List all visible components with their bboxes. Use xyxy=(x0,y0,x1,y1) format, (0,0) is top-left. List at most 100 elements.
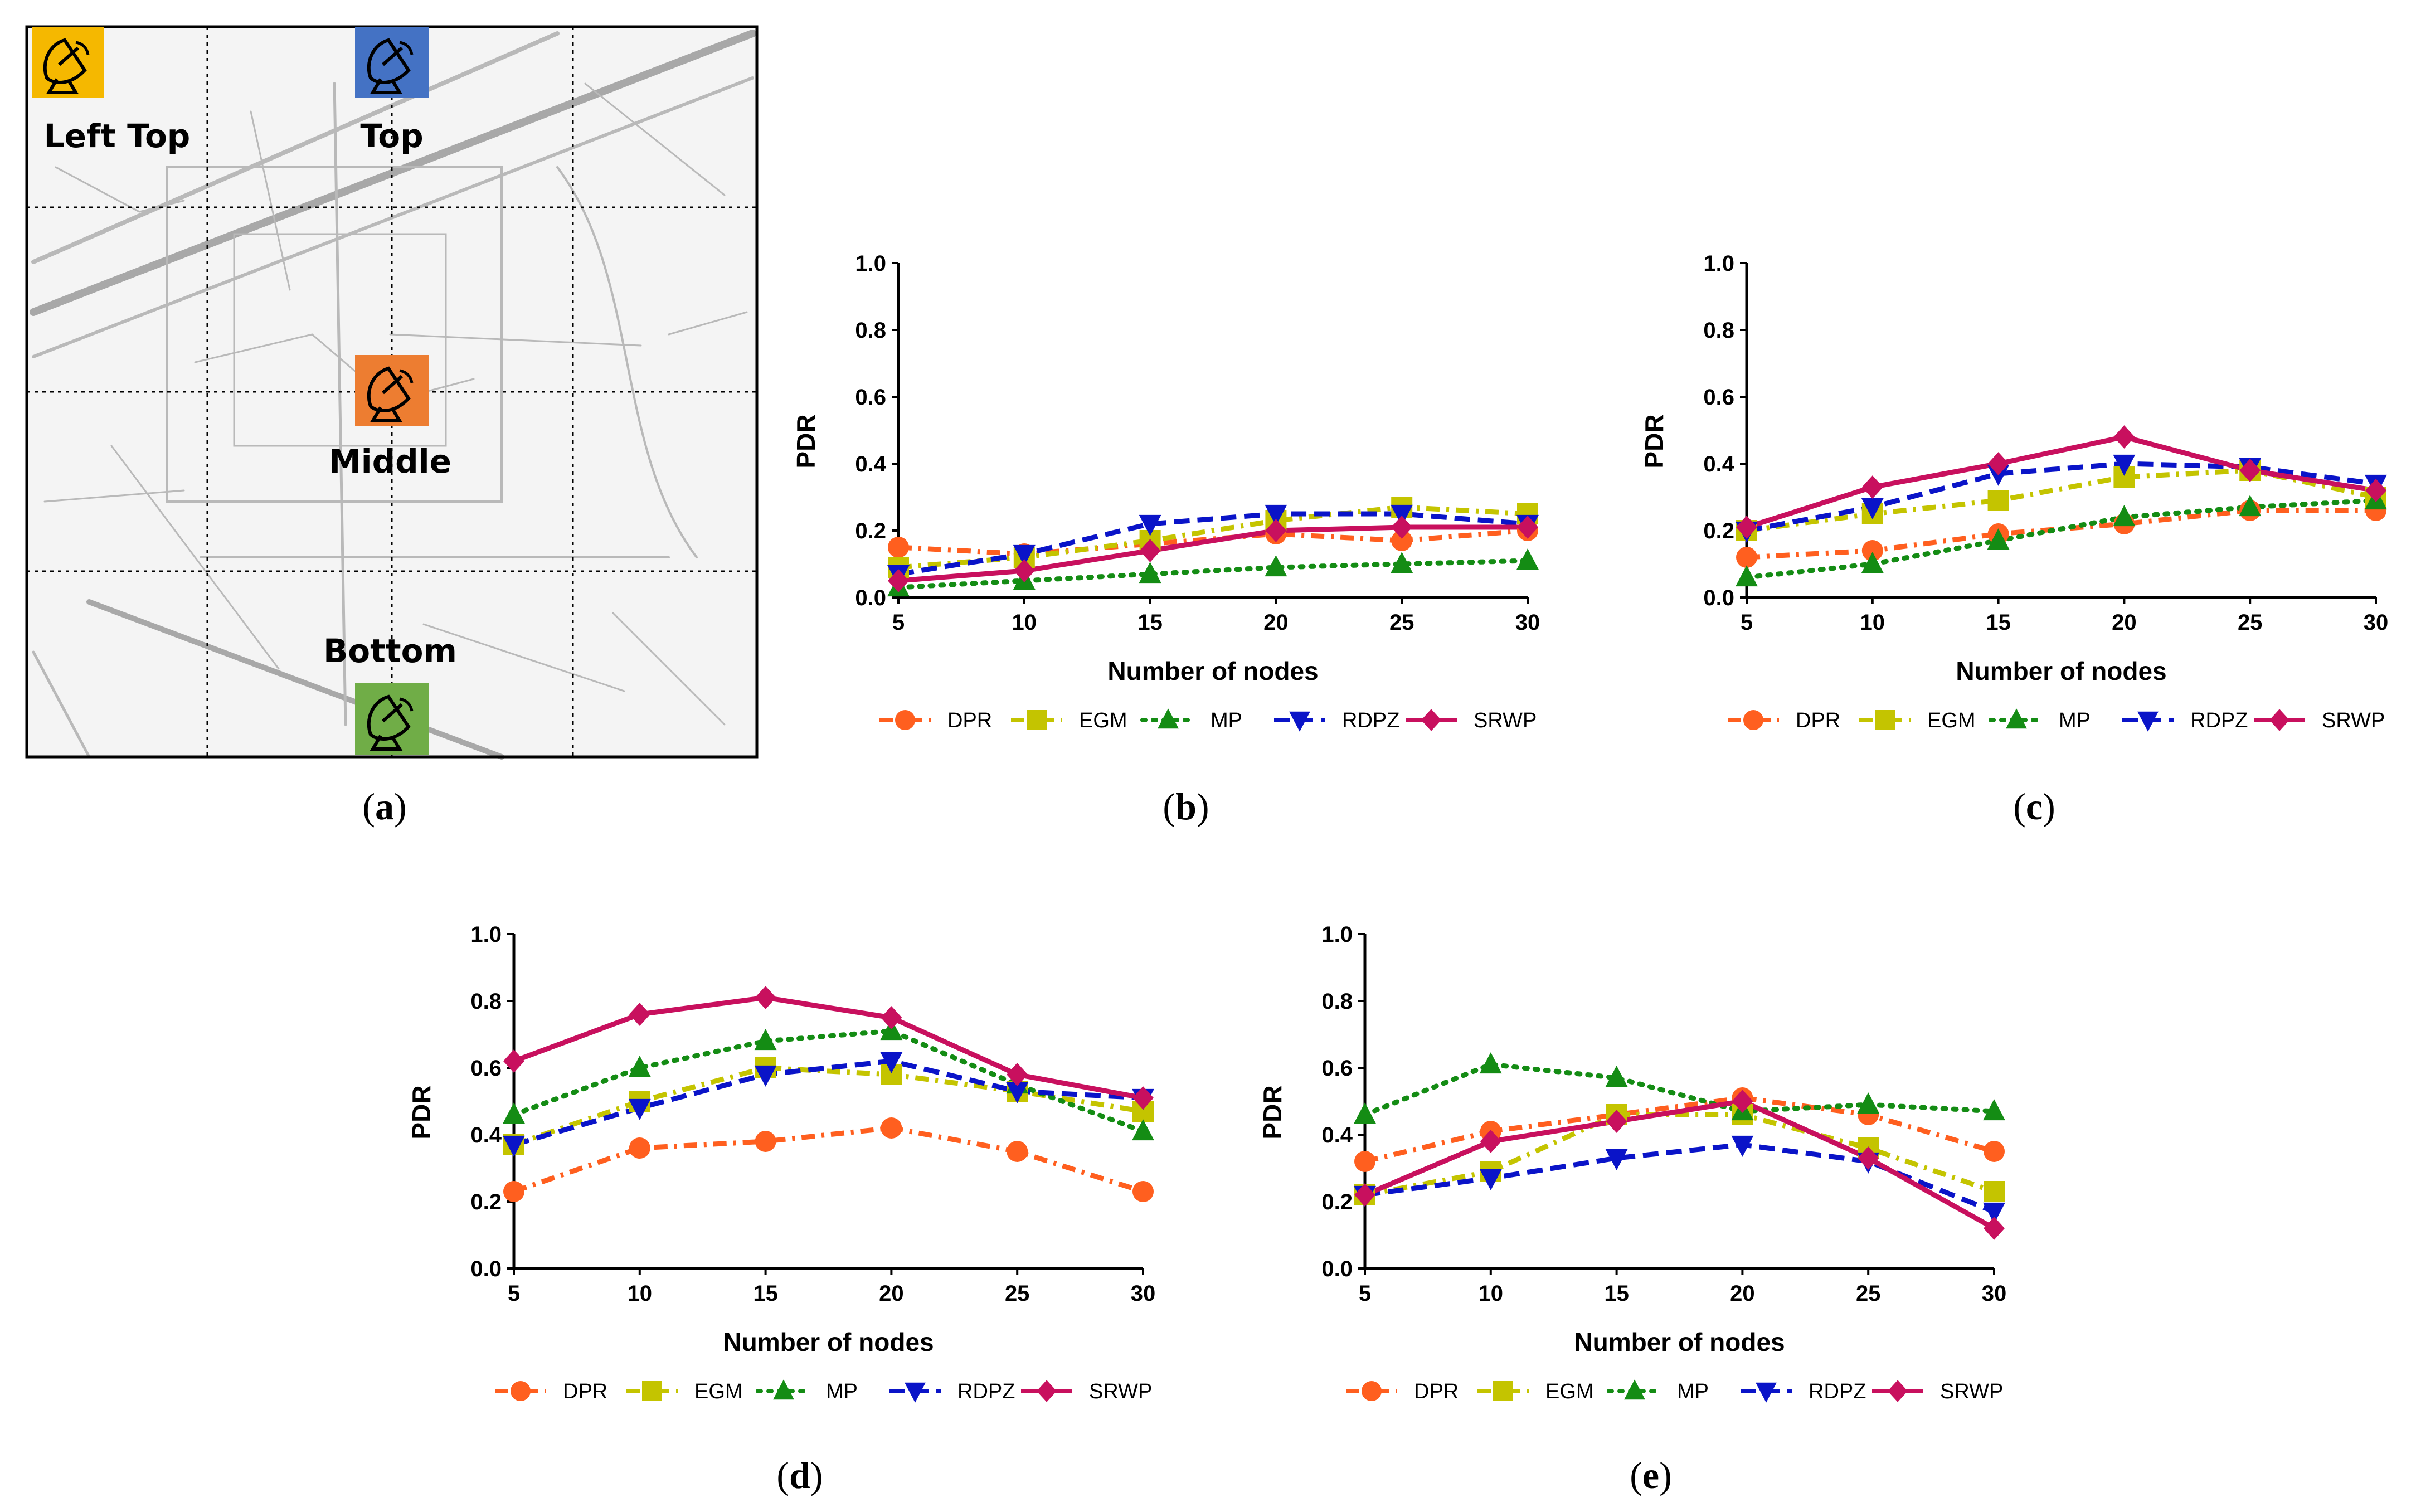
caption-d: (d) xyxy=(776,1454,823,1496)
legend-swatch-marker xyxy=(905,1382,926,1403)
data-point-dpr xyxy=(1132,1181,1154,1202)
data-point-srwp xyxy=(2113,425,2135,449)
data-point-srwp xyxy=(503,1049,524,1073)
data-point-srwp xyxy=(629,1003,650,1026)
satellite-dish-icon xyxy=(367,694,414,751)
legend-item-rdpz: RDPZ xyxy=(1274,709,1399,732)
series-line-srwp xyxy=(1746,434,2376,530)
data-point-srwp xyxy=(881,1006,902,1029)
x-tick-label: 25 xyxy=(1856,1281,1881,1306)
legend-item-srwp: SRWP xyxy=(1872,1380,2003,1403)
legend-label: MP xyxy=(1211,709,1242,732)
y-tick-label: 0.8 xyxy=(1703,318,1734,343)
legend-item-dpr: DPR xyxy=(1728,709,1840,732)
data-point-dpr xyxy=(881,1117,902,1139)
series-line-mp xyxy=(511,1028,1146,1134)
data-point-mp xyxy=(1516,548,1539,570)
data-point-rdpz xyxy=(2113,454,2136,476)
station-middle: Middle xyxy=(329,355,451,480)
legend-label: EGM xyxy=(1927,709,1976,732)
legend-swatch-marker xyxy=(1289,711,1310,732)
legend-item-dpr: DPR xyxy=(1346,1380,1459,1403)
station-label: Bottom xyxy=(323,632,457,670)
legend-item-egm: EGM xyxy=(1859,709,1976,732)
series-line-mp xyxy=(1362,1062,1997,1117)
x-tick-label: 30 xyxy=(2364,610,2389,635)
x-tick-label: 15 xyxy=(1986,610,2011,635)
y-tick-label: 1.0 xyxy=(1321,922,1353,947)
x-axis-title: Number of nodes xyxy=(1956,657,2166,685)
y-tick-label: 0.0 xyxy=(1703,586,1734,610)
series-line-dpr xyxy=(513,1125,1144,1194)
y-tick-label: 0.2 xyxy=(1321,1190,1353,1214)
legend-swatch-marker xyxy=(773,1379,794,1400)
x-tick-label: 10 xyxy=(1012,610,1037,635)
legend-item-dpr: DPR xyxy=(495,1380,607,1403)
data-point-rdpz xyxy=(628,1098,651,1120)
x-tick-label: 30 xyxy=(1131,1281,1156,1306)
data-point-mp xyxy=(1139,562,1161,584)
legend-swatch-marker xyxy=(2269,709,2289,731)
series-line-egm xyxy=(898,504,1528,570)
y-tick-label: 0.2 xyxy=(470,1190,502,1214)
satellite-dish-icon xyxy=(43,38,90,94)
x-tick-label: 25 xyxy=(1005,1281,1030,1306)
y-tick-label: 0.0 xyxy=(1321,1257,1353,1281)
legend-label: EGM xyxy=(694,1380,743,1403)
data-point-rdpz xyxy=(1006,1082,1029,1103)
legend-item-mp: MP xyxy=(1607,1379,1709,1403)
data-point-srwp xyxy=(1139,539,1161,562)
data-point-rdpz xyxy=(1479,1169,1502,1190)
legend-label: DPR xyxy=(1796,709,1840,732)
legend-item-rdpz: RDPZ xyxy=(2122,709,2248,732)
legend-label: MP xyxy=(826,1380,858,1403)
legend-label: MP xyxy=(1677,1380,1709,1403)
data-point-mp xyxy=(1605,1066,1628,1087)
data-point-mp xyxy=(2113,505,2136,527)
data-point-rdpz xyxy=(503,1135,525,1157)
legend-label: EGM xyxy=(1079,709,1127,732)
legend-swatch-marker xyxy=(1624,1379,1645,1400)
legend-swatch-marker xyxy=(1875,710,1895,730)
legend-item-srwp: SRWP xyxy=(1406,709,1537,732)
data-point-mp xyxy=(628,1056,651,1077)
y-tick-label: 0.4 xyxy=(855,452,886,477)
data-point-mp xyxy=(1983,1099,2005,1121)
x-tick-label: 20 xyxy=(1263,610,1289,635)
data-point-rdpz xyxy=(1139,514,1161,536)
station-bottom: Bottom xyxy=(323,632,457,755)
y-tick-label: 0.2 xyxy=(855,519,886,543)
data-point-mp xyxy=(1857,1092,1880,1114)
x-tick-label: 20 xyxy=(879,1281,904,1306)
x-tick-label: 25 xyxy=(2238,610,2263,635)
legend-item-mp: MP xyxy=(1989,708,2091,732)
data-point-egm xyxy=(1987,490,2009,511)
x-tick-label: 5 xyxy=(892,610,905,635)
data-point-mp xyxy=(1479,1052,1502,1074)
data-point-srwp xyxy=(1391,516,1413,539)
y-axis-title: PDR xyxy=(1640,414,1669,468)
data-point-mp xyxy=(1265,555,1287,577)
y-tick-label: 1.0 xyxy=(470,922,502,947)
y-tick-label: 0.6 xyxy=(1703,385,1734,410)
x-tick-label: 25 xyxy=(1389,610,1414,635)
legend-label: EGM xyxy=(1545,1380,1594,1403)
data-point-srwp xyxy=(2239,459,2261,482)
legend-label: SRWP xyxy=(1940,1380,2003,1403)
data-point-rdpz xyxy=(1983,1202,2005,1224)
chart-e: 5 10 15 20 25 30 0.0 0.2 0.4 0.6 0.8 1.0 Number of n… xyxy=(1258,922,2006,1403)
data-point-dpr xyxy=(1861,540,1883,561)
y-tick-label: 0.6 xyxy=(1321,1056,1353,1081)
legend-swatch-marker xyxy=(1888,1380,1908,1402)
y-tick-label: 1.0 xyxy=(855,251,886,276)
data-point-srwp xyxy=(1987,452,2009,475)
legend-item-egm: EGM xyxy=(1011,709,1127,732)
legend-swatch-marker xyxy=(1421,709,1441,731)
data-point-dpr xyxy=(1736,547,1757,568)
y-tick-label: 0.0 xyxy=(470,1257,502,1281)
data-point-mp xyxy=(754,1029,777,1051)
y-tick-label: 0.6 xyxy=(855,385,886,410)
chart-b: 5 10 15 20 25 30 0.0 0.2 0.4 0.6 0.8 1.0 Number of n… xyxy=(791,251,1540,732)
caption-e: (e) xyxy=(1630,1454,1672,1496)
y-tick-label: 1.0 xyxy=(1703,251,1734,276)
